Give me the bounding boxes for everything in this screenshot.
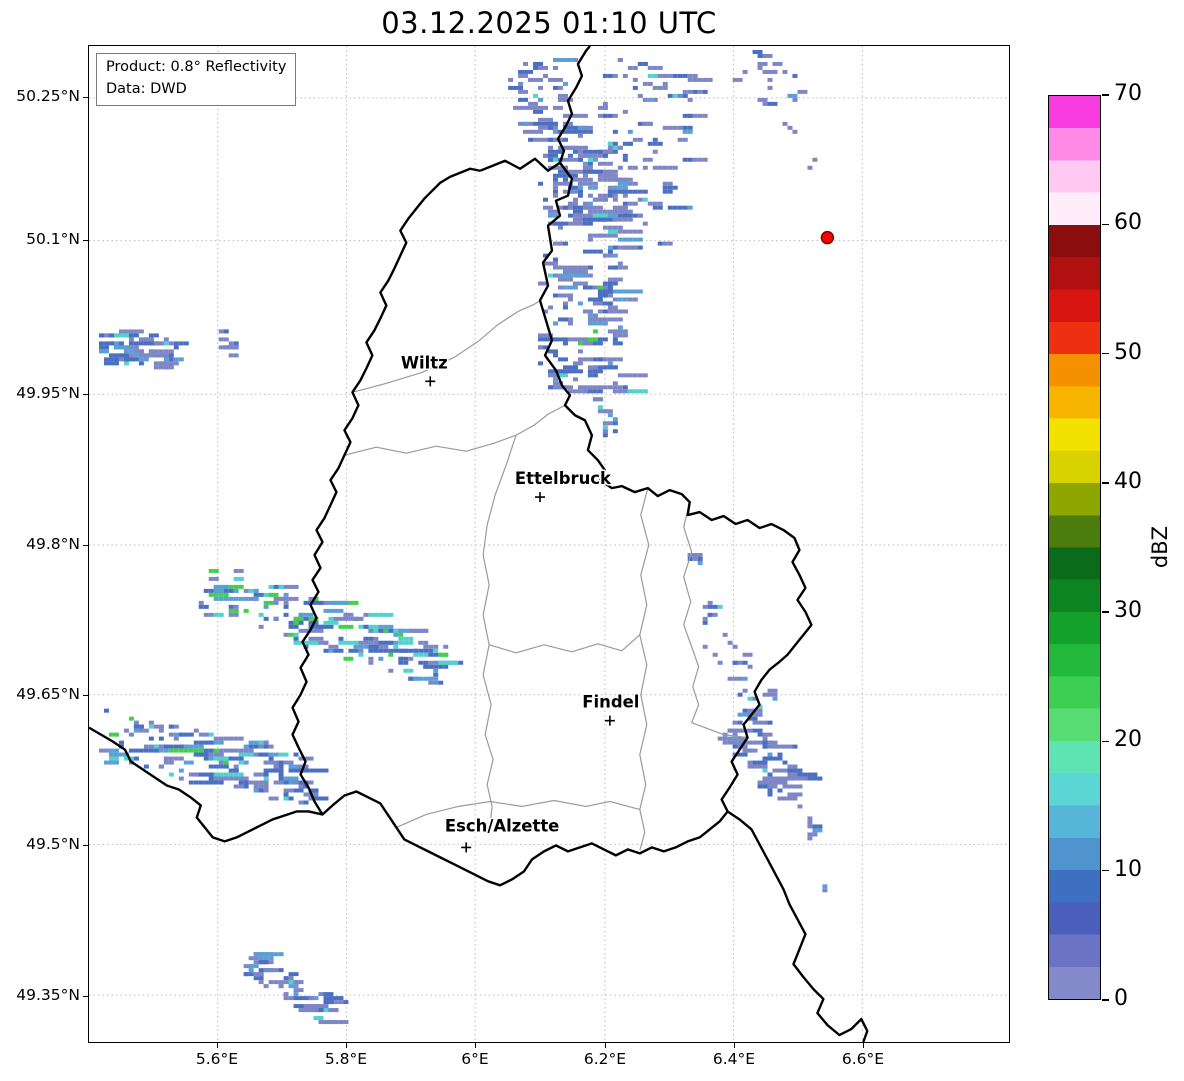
info-product-line: Product: 0.8° Reflectivity — [106, 59, 287, 75]
colorbar-tick-label: 20 — [1114, 727, 1142, 753]
y-tick-label: 50.1°N — [26, 230, 80, 248]
x-tick-mark — [862, 1043, 864, 1048]
city-layer: Wiltz Ettelbruck Findel Esch/Alzette — [399, 352, 641, 853]
city-eschalzette: Esch/Alzette — [443, 815, 561, 853]
city-label: Ettelbruck — [515, 469, 612, 488]
x-tick-label: 6.6°E — [841, 1050, 885, 1068]
x-tick-label: 6°E — [461, 1050, 489, 1068]
city-label: Esch/Alzette — [445, 816, 560, 835]
regional-borders — [344, 299, 748, 851]
echo-cluster — [218, 329, 239, 358]
x-tick-mark — [604, 1043, 606, 1048]
echo-cluster — [98, 329, 189, 370]
city-label: Wiltz — [401, 353, 448, 372]
city-marker-cross — [425, 376, 436, 387]
echo-cluster — [702, 632, 778, 713]
y-tick-label: 49.95°N — [16, 384, 80, 402]
y-tick-mark — [83, 694, 88, 696]
city-marker-cross — [535, 492, 546, 503]
colorbar-tick-mark — [1102, 611, 1109, 613]
colorbar-tick-label: 30 — [1114, 598, 1142, 624]
x-tick-mark — [733, 1043, 735, 1048]
colorbar-tick-label: 50 — [1114, 339, 1142, 365]
y-tick-mark — [83, 544, 88, 546]
x-tick-mark — [216, 1043, 218, 1048]
echo-cluster — [98, 708, 329, 801]
echo-cluster — [702, 600, 723, 625]
colorbar-tick-mark — [1102, 352, 1109, 355]
colorbar — [1048, 95, 1101, 1000]
colorbar-axis-label: dBZ — [1148, 525, 1172, 569]
echo-cluster — [198, 568, 464, 685]
grid-lines — [89, 46, 1009, 1042]
city-wiltz: Wiltz — [399, 352, 449, 387]
echo-cluster — [253, 764, 329, 805]
colorbar-tick-mark — [1102, 223, 1109, 226]
echo-cluster — [732, 49, 808, 106]
x-tick-label: 5.8°E — [324, 1050, 368, 1068]
y-tick-mark — [83, 393, 88, 395]
echo-cluster — [587, 57, 713, 246]
x-tick-label: 6.4°E — [712, 1050, 756, 1068]
colorbar-tick-mark — [1102, 482, 1109, 484]
map-plot: Wiltz Ettelbruck Findel Esch/Alzette Produc… — [88, 45, 1010, 1043]
y-tick-mark — [83, 995, 88, 997]
y-tick-mark — [83, 844, 88, 846]
x-tick-label: 5.6°E — [195, 1050, 239, 1068]
echo-cluster — [717, 708, 823, 801]
colorbar-tick-label: 70 — [1114, 81, 1142, 106]
radar-site-marker — [820, 230, 835, 245]
city-label: Findel — [582, 693, 639, 712]
map-canvas: Wiltz Ettelbruck Findel Esch/Alzette — [89, 46, 1009, 1042]
y-tick-label: 50.25°N — [16, 87, 80, 105]
city-ettelbruck: Ettelbruck — [513, 468, 614, 503]
y-tick-mark — [83, 96, 88, 98]
echo-cluster — [538, 141, 648, 394]
colorbar-tick-label: 40 — [1114, 468, 1142, 494]
info-box: Product: 0.8° Reflectivity Data: DWD — [96, 53, 297, 106]
page-title: 03.12.2025 01:10 UTC — [381, 6, 717, 40]
radar-echo-layer — [98, 49, 828, 1025]
colorbar-tick-label: 0 — [1114, 986, 1128, 1011]
colorbar-tick-mark — [1102, 740, 1109, 743]
y-tick-mark — [83, 239, 88, 241]
echo-cluster — [797, 804, 823, 841]
colorbar-tick-mark — [1102, 999, 1109, 1001]
colorbar-tick-mark — [1102, 94, 1109, 96]
echo-cluster — [822, 884, 828, 893]
country-borders — [89, 46, 869, 1042]
y-tick-label: 49.5°N — [26, 835, 80, 853]
city-marker-cross — [461, 842, 472, 853]
x-tick-mark — [345, 1043, 347, 1048]
info-source-line: Data: DWD — [106, 80, 187, 97]
echo-cluster — [782, 121, 818, 170]
colorbar-tick-label: 60 — [1114, 210, 1142, 236]
y-tick-label: 49.35°N — [16, 986, 80, 1004]
echo-cluster — [592, 397, 618, 438]
echo-cluster — [243, 952, 349, 1025]
x-tick-label: 6.2°E — [583, 1050, 627, 1068]
city-marker-cross — [604, 715, 615, 726]
y-tick-label: 49.65°N — [16, 685, 80, 703]
city-findel: Findel — [581, 691, 641, 726]
echo-cluster — [508, 57, 613, 218]
x-tick-mark — [474, 1043, 476, 1048]
colorbar-tick-label: 10 — [1114, 856, 1142, 882]
y-tick-label: 49.8°N — [26, 535, 80, 553]
colorbar-tick-mark — [1102, 869, 1109, 872]
